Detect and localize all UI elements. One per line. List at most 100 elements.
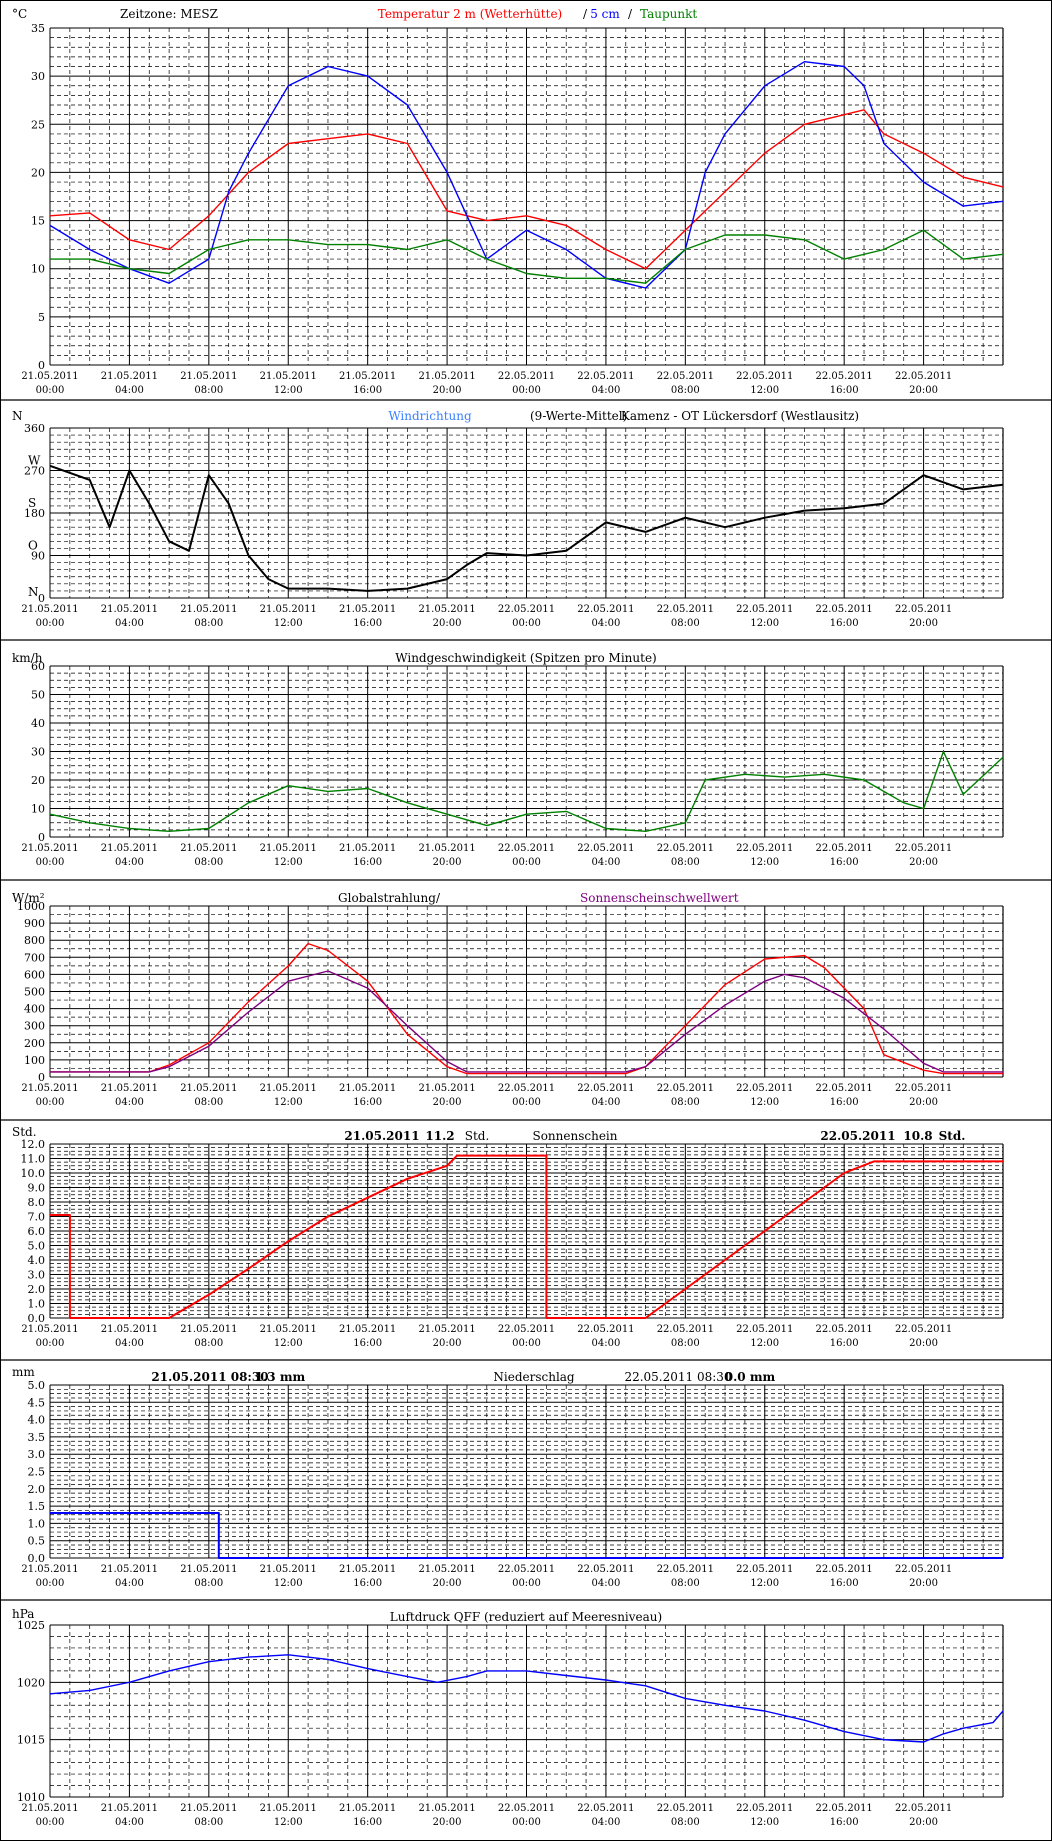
- x-tick-time: 16:00: [830, 857, 859, 868]
- x-tick-date: 22.05.2011: [498, 1803, 555, 1814]
- x-tick-date: 22.05.2011: [657, 1564, 714, 1575]
- x-tick-time: 08:00: [671, 1817, 700, 1828]
- y-tick-label: 100: [24, 1054, 45, 1067]
- x-tick-date: 21.05.2011: [101, 1083, 158, 1094]
- x-tick-date: 22.05.2011: [577, 843, 634, 854]
- x-tick-time: 20:00: [433, 1338, 462, 1349]
- y-tick-label: 0.5: [28, 1535, 46, 1548]
- x-tick-time: 04:00: [115, 1578, 144, 1589]
- unit-label: hPa: [12, 1607, 34, 1621]
- y-tick-label: 20: [31, 774, 45, 787]
- header-text: /: [628, 7, 633, 21]
- x-tick-date: 21.05.2011: [101, 1564, 158, 1575]
- y-tick-label: 4.0: [28, 1254, 46, 1267]
- x-tick-date: 22.05.2011: [895, 371, 952, 382]
- x-tick-time: 08:00: [194, 1097, 223, 1108]
- header-text: 22.05.2011: [820, 1129, 895, 1143]
- y-tick-label: 900: [24, 917, 45, 930]
- y-tick-label: 180: [24, 507, 45, 520]
- y-tick-label: 0: [38, 1071, 45, 1084]
- x-tick-date: 21.05.2011: [21, 1564, 78, 1575]
- x-tick-date: 21.05.2011: [101, 1324, 158, 1335]
- x-tick-date: 21.05.2011: [21, 1083, 78, 1094]
- x-tick-date: 21.05.2011: [180, 1083, 237, 1094]
- series-line-Sonnenschein: [50, 1154, 1003, 1319]
- y-tick-label: 5.0: [28, 1240, 46, 1253]
- x-tick-time: 20:00: [909, 1097, 938, 1108]
- x-tick-time: 20:00: [909, 857, 938, 868]
- y-tick-label: 4.5: [28, 1396, 46, 1409]
- x-tick-date: 22.05.2011: [577, 371, 634, 382]
- x-tick-time: 20:00: [433, 1817, 462, 1828]
- series-line-(9-Werte-Mittel): [49, 464, 1004, 592]
- x-tick-time: 08:00: [671, 1097, 700, 1108]
- x-tick-time: 08:00: [194, 1817, 223, 1828]
- header-text: 22.05.2011 08:30: [624, 1370, 731, 1384]
- x-tick-date: 21.05.2011: [21, 371, 78, 382]
- x-tick-time: 04:00: [115, 1338, 144, 1349]
- y-tick-label: 0.0: [28, 1312, 46, 1325]
- x-tick-time: 20:00: [433, 1578, 462, 1589]
- x-tick-date: 21.05.2011: [101, 604, 158, 615]
- x-tick-time: 20:00: [433, 857, 462, 868]
- y-tick-label: 5: [38, 311, 45, 324]
- x-tick-date: 21.05.2011: [418, 1324, 475, 1335]
- x-tick-time: 12:00: [274, 1097, 303, 1108]
- header-text: 11.2: [425, 1129, 454, 1143]
- x-tick-date: 22.05.2011: [498, 1083, 555, 1094]
- unit-label: mm: [12, 1365, 35, 1379]
- x-tick-date: 21.05.2011: [339, 843, 396, 854]
- x-tick-date: 22.05.2011: [816, 604, 873, 615]
- x-tick-date: 22.05.2011: [657, 371, 714, 382]
- x-tick-date: 22.05.2011: [736, 604, 793, 615]
- x-tick-date: 22.05.2011: [657, 1324, 714, 1335]
- header-text: 21.05.2011: [344, 1129, 419, 1143]
- x-tick-time: 12:00: [750, 385, 779, 396]
- header-text: Std.: [465, 1129, 490, 1143]
- x-tick-date: 22.05.2011: [657, 1083, 714, 1094]
- x-tick-time: 16:00: [353, 857, 382, 868]
- compass-label: S: [28, 496, 36, 510]
- x-tick-time: 04:00: [115, 385, 144, 396]
- x-tick-time: 08:00: [194, 857, 223, 868]
- y-tick-label: 10: [31, 263, 45, 276]
- header-text: 10.8: [903, 1129, 932, 1143]
- x-tick-time: 08:00: [194, 1578, 223, 1589]
- y-tick-label: 4.0: [28, 1414, 46, 1427]
- y-tick-label: 270: [24, 465, 45, 478]
- unit-label: W/m²: [12, 891, 45, 905]
- header-text: Globalstrahlung/: [338, 891, 441, 905]
- header-text: 0.0 mm: [725, 1370, 776, 1384]
- x-tick-time: 04:00: [592, 385, 621, 396]
- series-line-Luftdruck QFF: [49, 1654, 1004, 1743]
- x-tick-time: 16:00: [353, 1097, 382, 1108]
- x-tick-date: 21.05.2011: [260, 843, 317, 854]
- x-tick-time: 16:00: [353, 385, 382, 396]
- panel-temperature: 0 5 10 15 20 25 30 35 °C Zeitzone: MESZ Temperatur…: [0, 7, 1052, 401]
- y-tick-label: 0.0: [28, 1552, 46, 1565]
- x-tick-time: 00:00: [512, 1338, 541, 1349]
- header-text: Windgeschwindigkeit (Spitzen pro Minute): [395, 651, 657, 665]
- y-tick-label: 800: [24, 934, 45, 947]
- header-text: Taupunkt: [640, 7, 697, 21]
- x-tick-date: 21.05.2011: [101, 371, 158, 382]
- series-line-Sonnenscheinschwellwert: [50, 970, 1003, 1073]
- y-tick-label: 1.5: [28, 1500, 46, 1513]
- series-line-Taupunkt: [50, 229, 1004, 284]
- y-tick-label: 50: [31, 689, 45, 702]
- x-tick-time: 12:00: [750, 1578, 779, 1589]
- y-tick-label: 3.0: [28, 1448, 46, 1461]
- unit-label: °C: [12, 7, 27, 21]
- y-tick-label: 10: [31, 803, 45, 816]
- x-tick-time: 20:00: [433, 1097, 462, 1108]
- x-tick-date: 21.05.2011: [418, 843, 475, 854]
- unit-label: Std.: [12, 1125, 37, 1139]
- y-tick-label: 400: [24, 1003, 45, 1016]
- x-tick-time: 00:00: [36, 618, 65, 629]
- header-text: 5 cm: [590, 7, 620, 21]
- x-tick-time: 04:00: [592, 1817, 621, 1828]
- x-tick-time: 12:00: [750, 857, 779, 868]
- x-tick-date: 22.05.2011: [736, 371, 793, 382]
- x-tick-time: 12:00: [750, 1338, 779, 1349]
- y-tick-label: 300: [24, 1020, 45, 1033]
